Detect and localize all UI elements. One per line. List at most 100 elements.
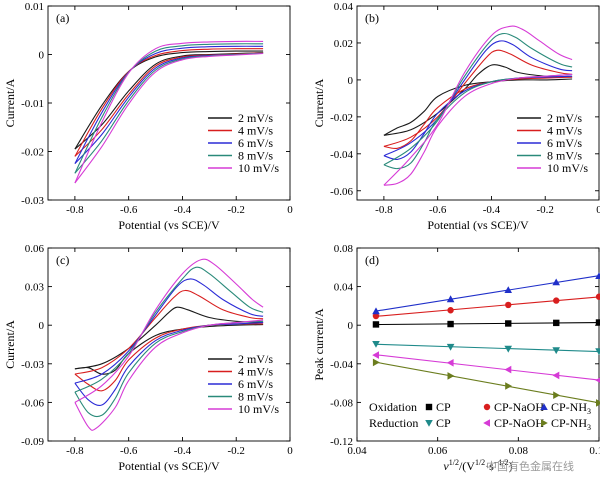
y-tick-label: 0.02 (334, 38, 353, 50)
y-tick-label: 0.04 (334, 282, 354, 294)
data-point (505, 320, 512, 327)
cv-curve-lower (74, 319, 264, 431)
y-tick-label: -0.06 (330, 186, 353, 198)
panel-a: -0.8 -0.6 -0.4 -0.2 0 -0.03 -0.02 -0.01 0 0.01 Cur… (3, 1, 293, 232)
y-tick-label: -0.01 (21, 98, 44, 110)
legend-label: CP (436, 416, 451, 430)
legend-label: 6 mV/s (238, 377, 273, 391)
panel-tag: (a) (56, 11, 69, 25)
data-point (446, 295, 455, 303)
y-tick-label: 0 (348, 75, 354, 87)
cv-curve-upper (383, 32, 573, 166)
data-point (372, 351, 379, 359)
cv-curve-upper (74, 45, 264, 164)
y-tick-label: -0.02 (21, 147, 44, 159)
panel-tag: (b) (365, 11, 379, 25)
x-tick-label: -0.6 (120, 445, 138, 457)
legend-marker (425, 403, 433, 411)
data-point (372, 312, 380, 320)
legend-label: 8 mV/s (238, 390, 273, 404)
x-tick-label: 0.04 (347, 445, 367, 457)
data-point (553, 319, 560, 327)
y-axis-title: Current/A (3, 320, 17, 369)
data-point (447, 372, 455, 380)
y-axis-title: Peak current/A (312, 308, 326, 381)
cv-curve-upper (74, 50, 264, 150)
legend-label: CP-NH3 (551, 416, 591, 432)
y-tick-label: 0 (39, 320, 45, 332)
cv-curve-upper (74, 43, 264, 174)
x-axis-title: Potential (vs SCE)/V (427, 218, 529, 232)
x-axis-title: v1/2/(V1/2·s−1/2) (443, 458, 512, 473)
y-tick-label: 0.06 (25, 243, 45, 255)
legend-row-label: Oxidation (369, 400, 417, 414)
data-point (372, 358, 380, 367)
cv-curve-lower (74, 52, 264, 164)
fit-line (375, 296, 600, 317)
x-tick-label: 0 (287, 204, 293, 216)
cv-curve-upper (74, 266, 264, 393)
y-tick-label: 0.08 (334, 243, 354, 255)
cv-curve-upper (74, 258, 264, 403)
data-point (505, 301, 512, 309)
y-tick-label: -0.09 (21, 436, 44, 448)
y-axis-title: Current/A (312, 78, 326, 127)
x-tick-label: -0.4 (174, 204, 192, 216)
plot-frame (356, 247, 600, 442)
data-point (446, 359, 454, 367)
y-tick-label: 0 (348, 320, 354, 332)
data-point (372, 341, 380, 348)
fit-line (375, 275, 600, 312)
data-point (552, 371, 560, 380)
panel-d: 0.04 0.06 0.08 0.10 -0.12 -0.08 -0.04 0 0.04 0.08… (312, 243, 600, 473)
data-point (595, 293, 600, 300)
y-tick-label: 0 (39, 50, 45, 62)
data-point (595, 272, 600, 279)
x-tick-label: -0.6 (429, 204, 447, 216)
legend-label: CP-NaOH (494, 400, 544, 414)
cv-curve-upper (74, 40, 264, 184)
plot-frame (47, 247, 291, 442)
panel-tag: (c) (56, 253, 69, 267)
data-point (595, 348, 600, 356)
cv-curve-upper (74, 278, 264, 384)
x-axis-title: Potential (vs SCE)/V (118, 218, 220, 232)
cv-curve-upper (74, 48, 264, 157)
x-tick-label: -0.6 (120, 204, 138, 216)
panel-tag: (d) (365, 253, 379, 267)
legend-label: 4 mV/s (238, 124, 273, 138)
data-point (446, 343, 455, 351)
data-point (505, 382, 512, 390)
cv-curve-lower (74, 52, 264, 157)
x-tick-label: -0.4 (483, 204, 501, 216)
cv-curve-upper (383, 64, 573, 136)
cv-curve-lower (383, 76, 573, 150)
legend-label: 2 mV/s (547, 111, 582, 125)
x-tick-label: 0.06 (428, 445, 448, 457)
data-point (447, 320, 454, 328)
data-point (504, 286, 512, 293)
cv-curve-lower (74, 52, 264, 174)
x-tick-label: -0.8 (375, 204, 393, 216)
legend-marker (483, 403, 491, 411)
fit-line (375, 361, 600, 404)
cv-curve-upper (383, 49, 573, 147)
cv-curve-upper (383, 40, 573, 157)
cv-curve-upper (74, 306, 264, 370)
x-tick-label: -0.2 (228, 445, 245, 457)
legend-label: 8 mV/s (238, 149, 273, 163)
legend-label: 8 mV/s (547, 149, 582, 163)
data-point (372, 321, 380, 328)
data-point (553, 297, 560, 304)
y-tick-label: -0.04 (330, 149, 353, 161)
y-tick-label: -0.03 (21, 195, 44, 207)
legend-label: CP (436, 400, 451, 414)
data-point (372, 307, 380, 315)
cv-curve-lower (74, 320, 264, 418)
cv-curve-upper (74, 289, 264, 375)
panel-c: -0.8 -0.6 -0.4 -0.2 0 -0.09 -0.06 -0.03 0 0.03 0.0… (3, 243, 293, 473)
legend-marker (483, 419, 490, 427)
fit-line (375, 343, 600, 353)
legend-label: CP-NH3 (551, 400, 591, 416)
